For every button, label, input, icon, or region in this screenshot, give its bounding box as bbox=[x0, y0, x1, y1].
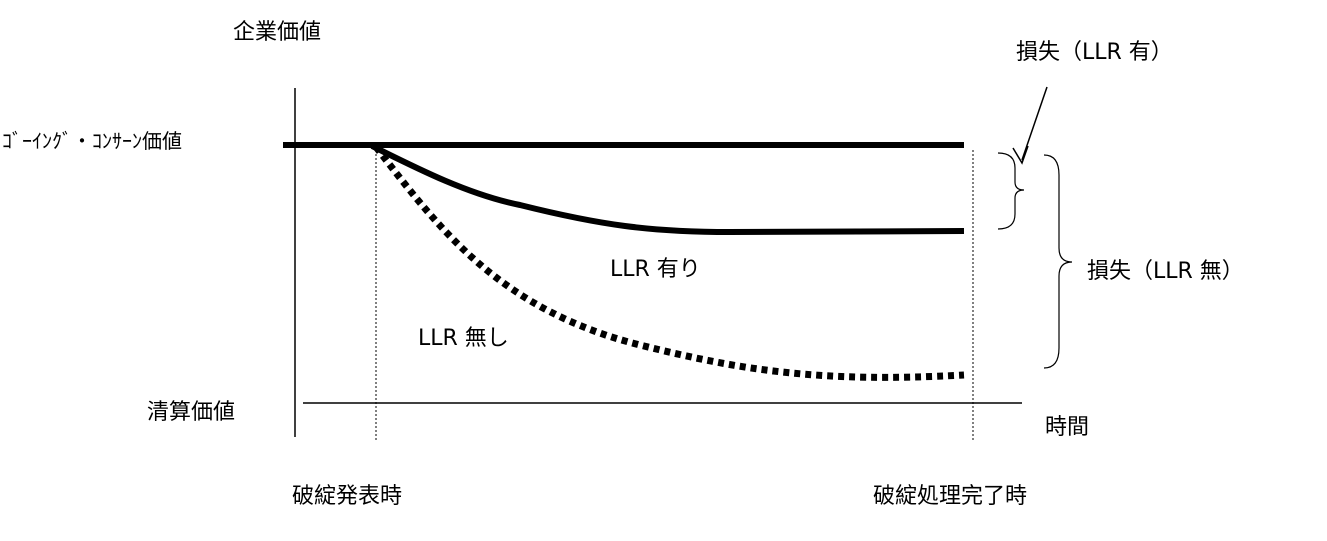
x-axis-label: 時間 bbox=[1045, 415, 1090, 440]
loss-with-llr-brace bbox=[997, 152, 1025, 230]
resolution-complete-label: 破綻処理完了時 bbox=[873, 484, 1028, 509]
with-llr-curve bbox=[370, 143, 965, 236]
going-concern-value-label: ｺﾞｰｲﾝｸﾞ・ｺﾝｻｰﾝ価値 bbox=[2, 129, 182, 153]
loss-arrow-head bbox=[1012, 145, 1029, 165]
liquidation-value-label: 清算価値 bbox=[147, 400, 236, 425]
y-axis-label: 企業価値 bbox=[233, 20, 322, 45]
loss-without-llr-brace bbox=[1043, 154, 1073, 369]
without-llr-curve bbox=[373, 144, 965, 381]
loss-arrow-shaft bbox=[1021, 86, 1048, 161]
loss-with-llr-label: 損失（LLR 有） bbox=[1016, 40, 1173, 65]
loss-without-llr-label: 損失（LLR 無） bbox=[1087, 259, 1244, 284]
with-llr-label: LLR 有り bbox=[610, 257, 701, 282]
without-llr-label: LLR 無し bbox=[418, 326, 509, 351]
bankruptcy-announcement-label: 破綻発表時 bbox=[292, 484, 403, 509]
